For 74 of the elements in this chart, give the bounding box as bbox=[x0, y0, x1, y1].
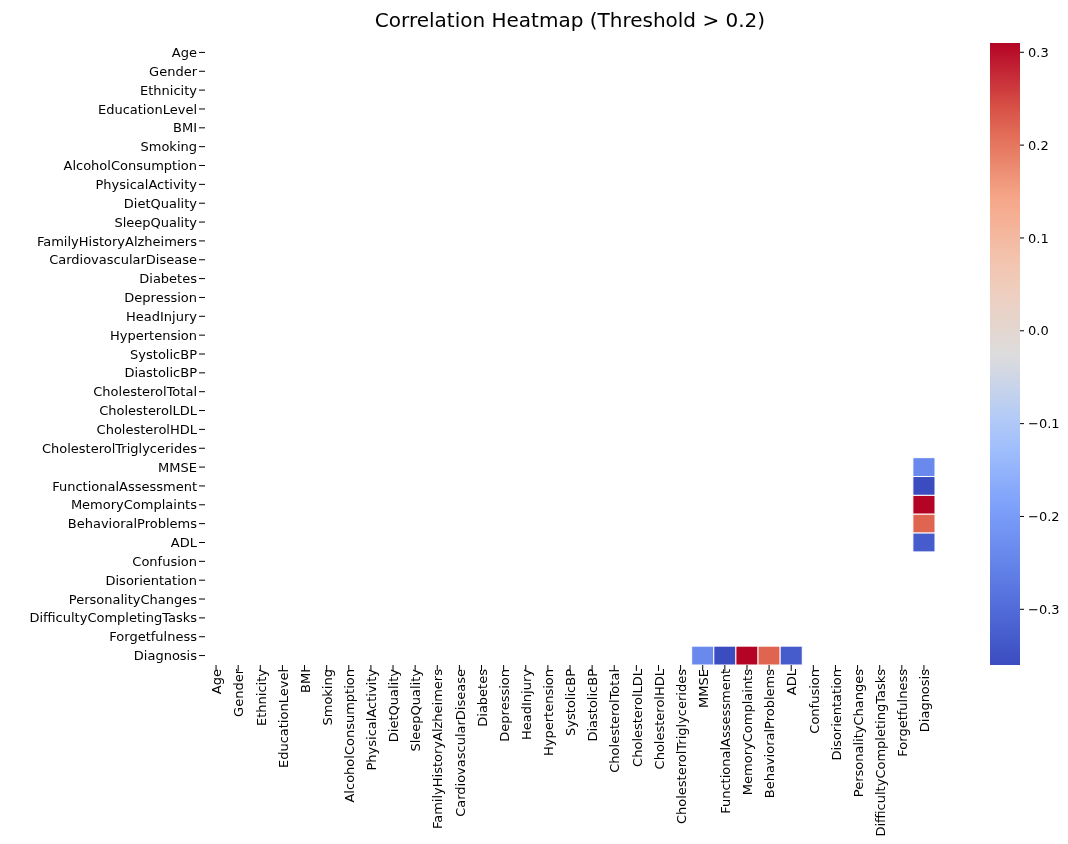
x-tick-label: Depression bbox=[496, 669, 512, 742]
x-tick-label: Hypertension bbox=[541, 669, 557, 756]
x-tick-label: Confusion bbox=[806, 669, 822, 734]
x-tick-label: CardiovascularDisease bbox=[452, 669, 468, 817]
y-tick-label: PhysicalActivity bbox=[95, 176, 198, 192]
chart-title: Correlation Heatmap (Threshold > 0.2) bbox=[373, 8, 767, 32]
color-bar-label: 0.1 bbox=[1028, 230, 1049, 246]
x-tick-label: Diabetes bbox=[474, 668, 490, 727]
y-tick-label: Disorientation bbox=[105, 572, 197, 588]
x-tick-label: DiastolicBP bbox=[585, 668, 601, 742]
color-bar-label: −0.1 bbox=[1028, 416, 1060, 432]
y-tick-label: Age bbox=[171, 45, 197, 61]
x-tick-label: Age bbox=[209, 669, 225, 695]
y-tick-label: Hypertension bbox=[110, 327, 197, 343]
y-tick-label: EducationLevel bbox=[97, 101, 197, 117]
y-tick-label: BehavioralProblems bbox=[67, 516, 198, 532]
x-tick-label: AlcoholConsumption bbox=[342, 669, 358, 803]
x-tick-label: SystolicBP bbox=[563, 668, 579, 736]
y-tick-label: MemoryComplaints bbox=[70, 497, 198, 513]
x-tick-label: MMSE bbox=[695, 669, 711, 708]
x-tick-label: Ethnicity bbox=[253, 668, 269, 726]
x-tick-label: Gender bbox=[231, 668, 247, 717]
y-tick-label: ADL bbox=[170, 535, 198, 551]
y-tick-label: MMSE bbox=[158, 459, 197, 475]
y-tick-label: Diabetes bbox=[139, 271, 198, 287]
y-tick-label: FunctionalAssessment bbox=[52, 478, 197, 494]
y-tick-label: DietQuality bbox=[123, 195, 198, 211]
color-bar-label: 0.2 bbox=[1028, 137, 1049, 153]
x-tick-label: CholesterolTriglycerides bbox=[673, 668, 689, 825]
y-tick-label: BMI bbox=[173, 120, 197, 136]
x-tick-label: SleepQuality bbox=[408, 668, 424, 752]
x-tick-label: CholesterolLDL bbox=[629, 668, 645, 767]
y-tick-label: Diagnosis bbox=[133, 648, 198, 664]
x-tick-label: PhysicalActivity bbox=[364, 668, 380, 771]
y-tick-label: DifficultyCompletingTasks bbox=[29, 610, 198, 626]
y-tick-label: Smoking bbox=[140, 139, 197, 155]
y-tick-label: HeadInjury bbox=[126, 308, 198, 324]
y-tick-label: CardiovascularDisease bbox=[49, 252, 197, 268]
y-tick-label: Confusion bbox=[132, 553, 197, 569]
y-tick-label: Ethnicity bbox=[140, 82, 198, 98]
y-tick-label: Depression bbox=[124, 290, 197, 306]
x-tick-label: ADL bbox=[784, 668, 800, 696]
x-tick-label: DifficultyCompletingTasks bbox=[872, 668, 888, 837]
x-tick-label: Smoking bbox=[319, 669, 335, 726]
color-bar-label: −0.2 bbox=[1028, 509, 1060, 525]
y-tick-label: CholesterolTriglycerides bbox=[41, 440, 198, 456]
y-tick-label: CholesterolTotal bbox=[93, 384, 197, 400]
x-tick-label: MemoryComplaints bbox=[740, 668, 756, 796]
color-bar-label: 0.3 bbox=[1028, 44, 1049, 60]
x-tick-label: BMI bbox=[297, 669, 313, 693]
x-tick-label: PersonalityChanges bbox=[850, 668, 866, 798]
x-tick-label: DietQuality bbox=[386, 668, 402, 743]
y-tick-label: Forgetfulness bbox=[109, 629, 198, 645]
color-bar-label: −0.3 bbox=[1028, 601, 1060, 617]
x-tick-label: Forgetfulness bbox=[895, 668, 911, 757]
y-tick-label: Gender bbox=[149, 63, 198, 79]
x-tick-label: BehavioralProblems bbox=[762, 668, 778, 799]
x-tick-label: Diagnosis bbox=[917, 668, 933, 733]
x-tick-label: Disorientation bbox=[828, 669, 844, 761]
y-tick-label: CholesterolHDL bbox=[96, 422, 198, 438]
x-tick-label: HeadInjury bbox=[518, 668, 534, 740]
y-tick-label: PersonalityChanges bbox=[68, 591, 198, 607]
y-tick-label: AlcoholConsumption bbox=[63, 158, 197, 174]
y-tick-label: FamilyHistoryAlzheimers bbox=[36, 233, 198, 249]
y-tick-label: SleepQuality bbox=[114, 214, 198, 230]
x-tick-label: EducationLevel bbox=[275, 669, 291, 769]
x-tick-label: CholesterolHDL bbox=[651, 668, 667, 770]
color-bar-label: 0.0 bbox=[1028, 323, 1049, 339]
x-tick-label: FamilyHistoryAlzheimers bbox=[430, 668, 446, 830]
y-tick-label: CholesterolLDL bbox=[99, 403, 198, 419]
y-tick-label: SystolicBP bbox=[130, 346, 198, 362]
x-tick-label: FunctionalAssessment bbox=[718, 669, 734, 814]
y-tick-label: DiastolicBP bbox=[124, 365, 198, 381]
x-tick-label: CholesterolTotal bbox=[607, 669, 623, 773]
